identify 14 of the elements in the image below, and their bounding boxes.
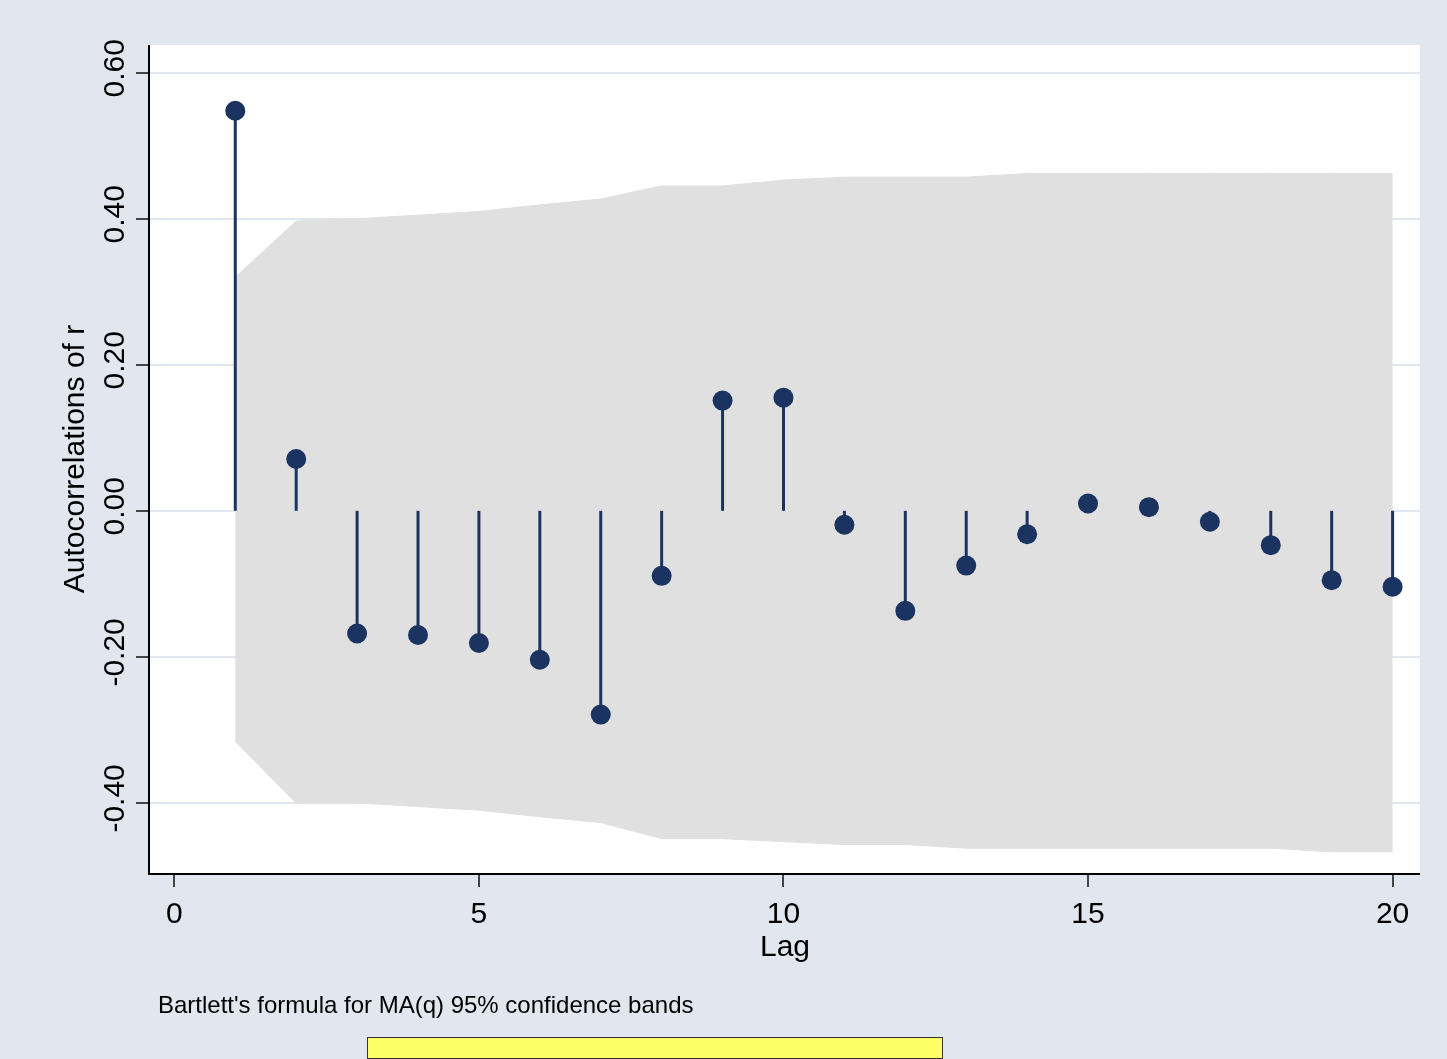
x-axis-title: Lag (759, 929, 811, 962)
x-tick-label: 10 (766, 896, 801, 929)
y-tick-label: -0.20 (97, 618, 130, 687)
y-tick-label: 0.40 (97, 185, 130, 244)
y-axis-title: Autocorrelations of r (56, 324, 90, 594)
x-tick-label: 15 (1071, 896, 1105, 929)
y-tick-label: -0.40 (97, 764, 130, 833)
y-tick-label: 0.20 (97, 331, 130, 390)
x-tick-label: 0 (166, 896, 183, 929)
y-tick-label: 0.60 (97, 39, 130, 98)
x-tick-label: 20 (1375, 896, 1410, 929)
y-tick-label: 0.00 (97, 477, 130, 536)
text: Bartlett's formula for MA(q) 95% confidence bands (158, 991, 694, 1018)
x-tick-label: 5 (470, 896, 488, 929)
